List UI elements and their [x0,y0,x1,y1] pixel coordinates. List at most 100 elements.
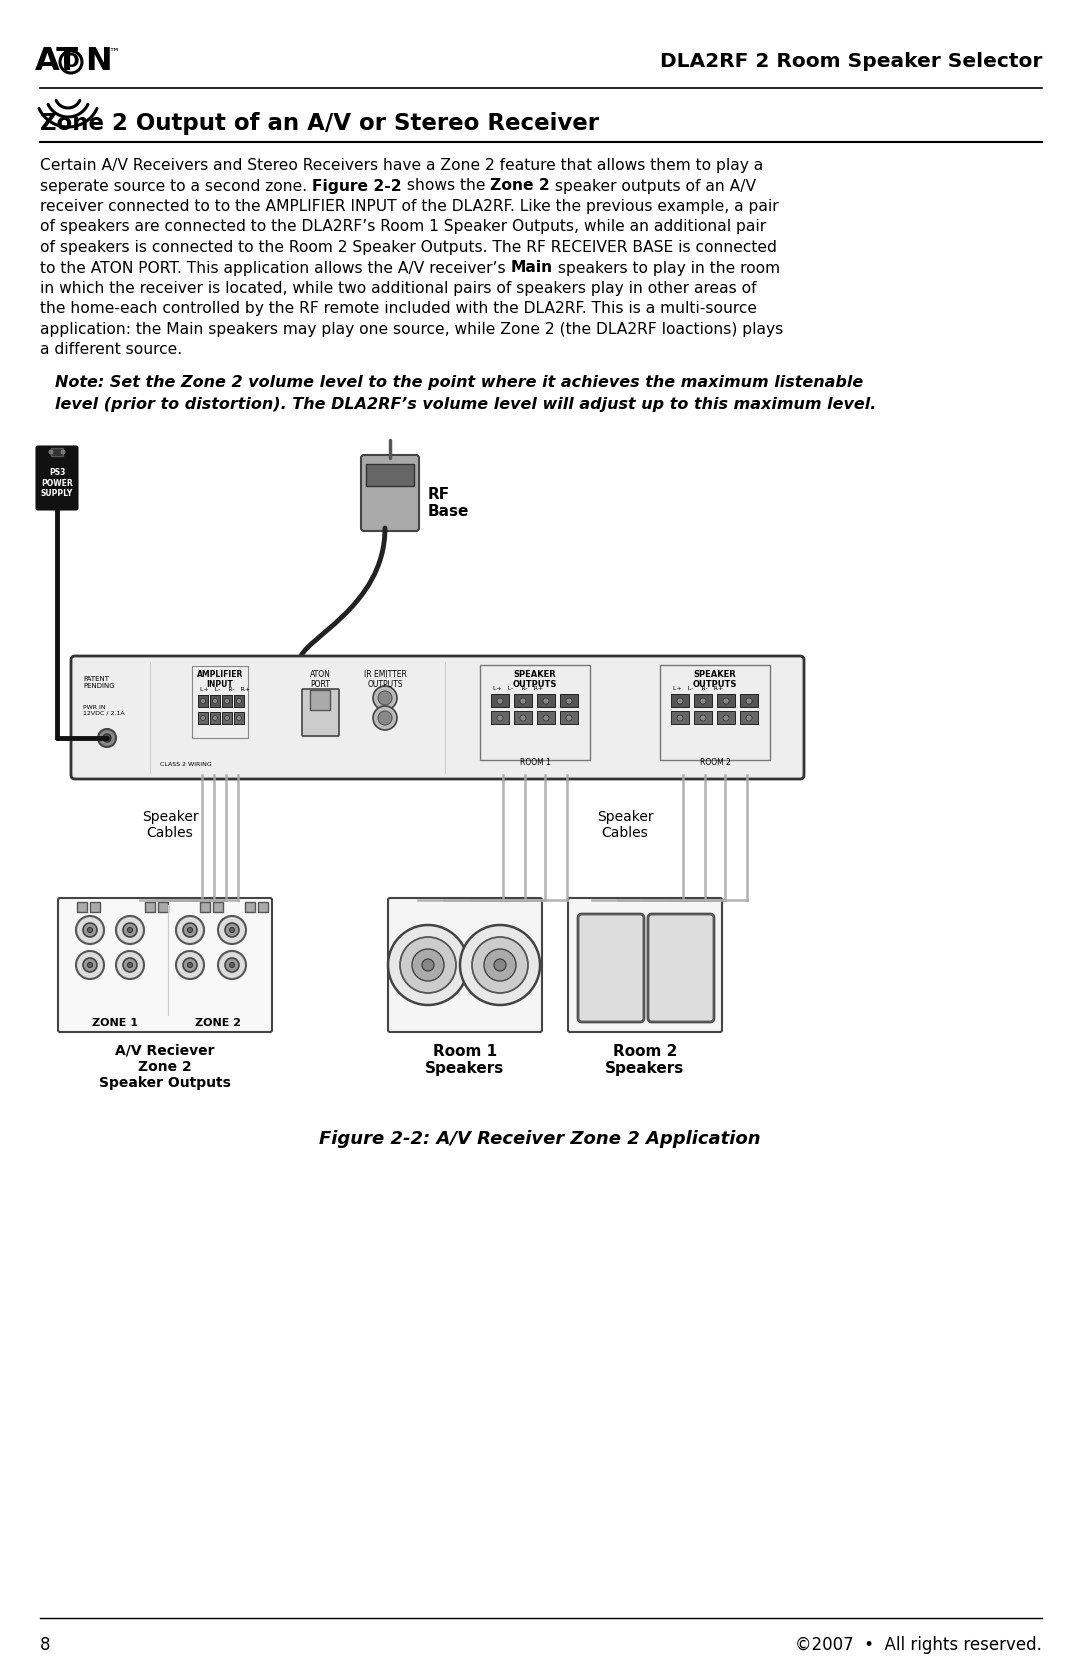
Circle shape [746,714,752,721]
Bar [234,694,244,708]
Circle shape [472,936,528,993]
FancyBboxPatch shape [568,898,723,1031]
Bar [192,666,248,738]
Circle shape [677,698,683,704]
Circle shape [127,963,133,968]
Circle shape [229,928,234,933]
Text: DLA2RF 2 Room Speaker Selector: DLA2RF 2 Room Speaker Selector [660,52,1042,72]
Bar [717,694,735,708]
Text: PATENT
PENDING: PATENT PENDING [83,676,114,689]
FancyBboxPatch shape [37,447,78,509]
FancyBboxPatch shape [71,656,804,779]
Bar [561,694,578,708]
Text: level (prior to distortion). The DLA2RF’s volume level will adjust up to this ma: level (prior to distortion). The DLA2RF’… [55,397,876,412]
Circle shape [484,950,516,981]
Circle shape [225,716,229,721]
Text: IR EMITTER
OUTPUTS: IR EMITTER OUTPUTS [364,669,406,689]
Circle shape [225,923,239,936]
Text: RF
Base: RF Base [428,487,470,519]
Circle shape [700,698,706,704]
Circle shape [378,691,392,704]
Circle shape [519,698,526,704]
Text: ZONE 1: ZONE 1 [92,1018,138,1028]
Bar [514,694,532,708]
Circle shape [188,963,192,968]
Circle shape [98,729,116,748]
Circle shape [225,699,229,704]
Bar [210,713,220,724]
Circle shape [116,916,144,945]
FancyBboxPatch shape [578,915,644,1021]
Text: ROOM 1: ROOM 1 [519,758,551,768]
Circle shape [497,698,503,704]
Text: shows the: shows the [402,179,490,194]
Bar [561,711,578,724]
Circle shape [229,963,234,968]
Text: Note: Set the Zone 2 volume level to the point where it achieves the maximum lis: Note: Set the Zone 2 volume level to the… [55,376,863,391]
Circle shape [700,714,706,721]
Bar [200,901,210,911]
Bar [537,694,555,708]
Text: ©2007  •  All rights reserved.: ©2007 • All rights reserved. [795,1636,1042,1654]
Circle shape [566,714,572,721]
Circle shape [127,928,133,933]
Bar [366,464,414,486]
Circle shape [60,52,82,73]
Text: Speaker
Cables: Speaker Cables [141,809,199,840]
Circle shape [422,960,434,971]
Circle shape [460,925,540,1005]
FancyBboxPatch shape [58,898,272,1031]
Bar [245,901,255,911]
FancyBboxPatch shape [388,898,542,1031]
Circle shape [400,936,456,993]
Bar [514,711,532,724]
Text: Certain A/V Receivers and Stereo Receivers have a Zone 2 feature that allows the: Certain A/V Receivers and Stereo Receive… [40,159,764,174]
Bar [158,901,168,911]
Text: ™: ™ [108,48,119,58]
Bar [740,711,758,724]
Text: of speakers are connected to the DLA2RF’s Room 1 Speaker Outputs, while an addit: of speakers are connected to the DLA2RF’… [40,220,766,235]
Text: to the ATON PORT. This application allows the A/V receiver’s: to the ATON PORT. This application allow… [40,260,511,275]
Bar [222,694,232,708]
Circle shape [543,698,549,704]
Circle shape [76,916,104,945]
Bar [694,694,712,708]
Text: Main: Main [511,260,553,275]
Text: Figure 2-2: Figure 2-2 [312,179,402,194]
Circle shape [83,958,97,971]
Text: a different source.: a different source. [40,342,183,357]
Bar [660,664,770,759]
Text: speakers to play in the room: speakers to play in the room [553,260,780,275]
Text: 8: 8 [40,1636,51,1654]
Circle shape [123,923,137,936]
Bar [491,711,509,724]
Bar [258,901,268,911]
Text: seperate source to a second zone.: seperate source to a second zone. [40,179,312,194]
Circle shape [60,449,66,454]
Circle shape [723,698,729,704]
Bar [480,664,590,759]
Circle shape [225,958,239,971]
Circle shape [188,928,192,933]
Bar [671,711,689,724]
Bar [694,711,712,724]
Circle shape [373,706,397,729]
Circle shape [176,916,204,945]
Circle shape [388,925,468,1005]
Circle shape [723,714,729,721]
Circle shape [123,958,137,971]
Bar [537,711,555,724]
Circle shape [213,699,217,704]
Bar [213,901,222,911]
Text: L+   L-    R-   R+: L+ L- R- R+ [492,686,543,691]
Bar [671,694,689,708]
Text: Room 2
Speakers: Room 2 Speakers [606,1045,685,1077]
Circle shape [494,960,507,971]
Bar [145,901,156,911]
Text: SPEAKER
OUTPUTS: SPEAKER OUTPUTS [513,669,557,689]
Circle shape [76,951,104,980]
Text: ATON
PORT: ATON PORT [310,669,330,689]
Bar [222,713,232,724]
Text: of speakers is connected to the Room 2 Speaker Outputs. The RF RECEIVER BASE is : of speakers is connected to the Room 2 S… [40,240,777,255]
Circle shape [746,698,752,704]
